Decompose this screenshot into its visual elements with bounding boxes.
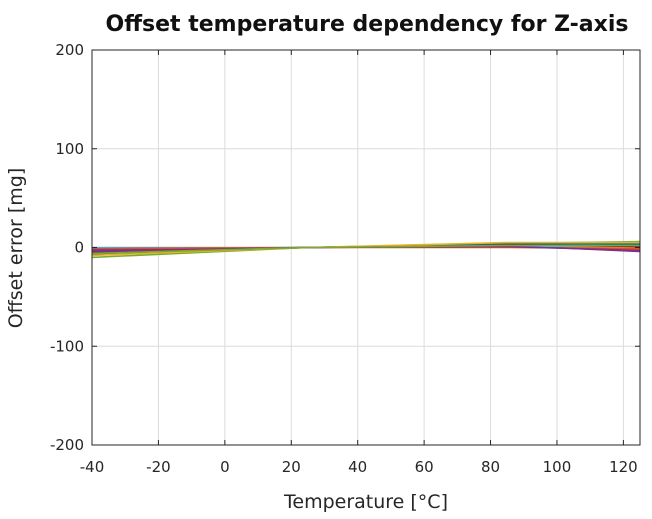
y-tick-label: 100 bbox=[55, 140, 84, 158]
x-tick-label: 60 bbox=[415, 458, 434, 476]
x-tick-label: 80 bbox=[481, 458, 500, 476]
x-tick-label: 40 bbox=[348, 458, 367, 476]
y-tick-label: 200 bbox=[55, 41, 84, 59]
x-axis-ticks: -40 -20 0 20 40 60 80 100 120 bbox=[80, 50, 638, 476]
x-tick-label: 20 bbox=[282, 458, 301, 476]
x-tick-label: 120 bbox=[609, 458, 638, 476]
series-group bbox=[91, 240, 641, 259]
y-axis-ticks: 200 100 0 -100 -200 bbox=[50, 41, 640, 454]
chart-title: Offset temperature dependency for Z-axis bbox=[106, 12, 629, 37]
x-axis-label: Temperature [°C] bbox=[283, 491, 448, 513]
x-tick-label: 100 bbox=[543, 458, 572, 476]
series-line-s10 bbox=[91, 241, 640, 257]
series-line-s12 bbox=[91, 244, 640, 255]
x-tick-label: -40 bbox=[80, 458, 105, 476]
y-tick-label: -200 bbox=[50, 436, 84, 454]
y-axis-label: Offset error [mg] bbox=[5, 168, 27, 329]
x-tick-label: 0 bbox=[220, 458, 230, 476]
y-tick-label: 0 bbox=[74, 239, 84, 257]
y-tick-label: -100 bbox=[50, 337, 84, 355]
x-tick-label: -20 bbox=[146, 458, 171, 476]
